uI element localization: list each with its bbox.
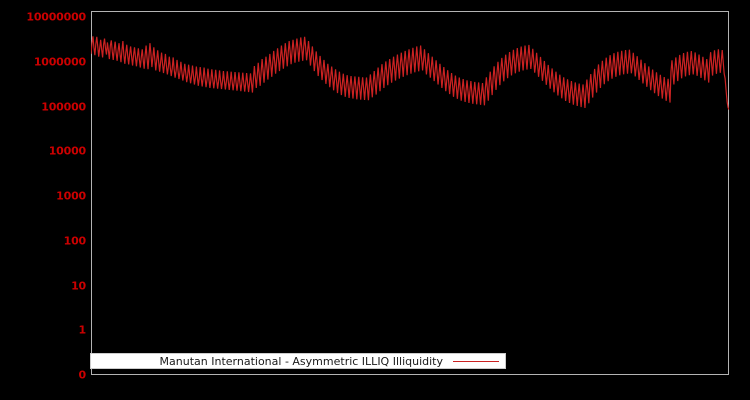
y-tick-label-1000: 1000 [56, 189, 86, 203]
series-line-illiq [91, 36, 729, 110]
legend-box: Manutan International - Asymmetric ILLIQ… [90, 353, 506, 369]
legend-line-swatch [453, 360, 499, 362]
y-tick-label-0: 0 [78, 368, 87, 382]
legend-label: Manutan International - Asymmetric ILLIQ… [159, 354, 443, 368]
series-plot-canvas [91, 36, 729, 110]
y-tick-label-100: 100 [63, 234, 87, 248]
y-axis-tick-labels: 10000000 1000000 100000 10000 1000 100 10 1 0 [0, 0, 86, 400]
y-tick-label-10: 10 [71, 279, 86, 292]
y-tick-label-100000: 100000 [41, 100, 86, 113]
y-tick-label-10000: 10000 [48, 144, 86, 158]
y-tick-label-1: 1 [78, 323, 87, 337]
y-tick-label-10000000: 10000000 [26, 10, 86, 24]
y-tick-label-1000000: 1000000 [33, 55, 86, 69]
